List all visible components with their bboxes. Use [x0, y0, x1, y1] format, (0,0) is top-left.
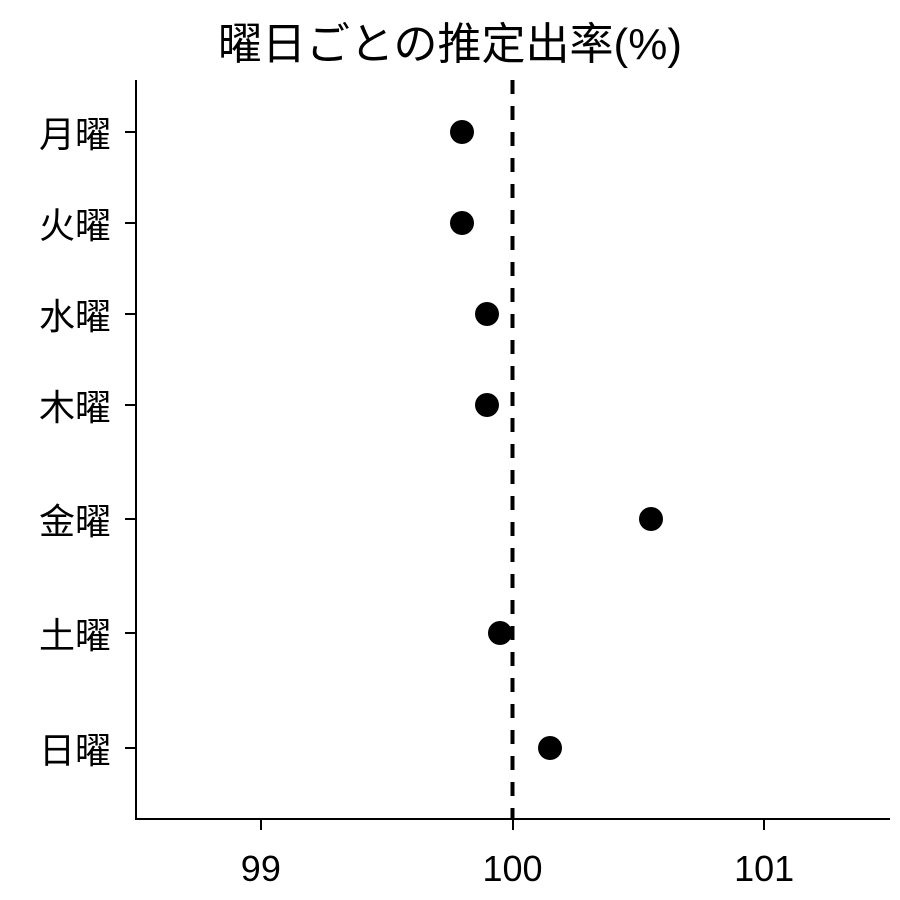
data-point — [475, 393, 499, 417]
y-tick-mark — [125, 131, 135, 133]
x-tick-label: 99 — [241, 848, 281, 890]
data-point — [538, 736, 562, 760]
data-point — [450, 120, 474, 144]
y-tick-mark — [125, 747, 135, 749]
chart-title: 曜日ごとの推定出率(%) — [0, 8, 900, 72]
y-tick-label: 木曜 — [0, 379, 111, 431]
y-tick-mark — [125, 313, 135, 315]
x-tick-mark — [763, 820, 765, 830]
y-axis-line — [135, 80, 137, 820]
y-tick-label: 火曜 — [0, 197, 111, 249]
y-tick-label: 水曜 — [0, 288, 111, 340]
x-tick-label: 100 — [482, 848, 542, 890]
data-point — [475, 302, 499, 326]
y-tick-mark — [125, 222, 135, 224]
data-point — [639, 507, 663, 531]
y-tick-mark — [125, 632, 135, 634]
x-tick-label: 101 — [734, 848, 794, 890]
y-tick-mark — [125, 404, 135, 406]
x-tick-mark — [512, 820, 514, 830]
y-tick-label: 日曜 — [0, 722, 111, 774]
chart-container: 曜日ごとの推定出率(%) 99100101月曜火曜水曜木曜金曜土曜日曜 — [0, 0, 900, 900]
data-point — [450, 211, 474, 235]
y-tick-label: 土曜 — [0, 607, 111, 659]
data-point — [488, 621, 512, 645]
plot-area: 99100101月曜火曜水曜木曜金曜土曜日曜 — [135, 80, 890, 820]
y-tick-label: 月曜 — [0, 106, 111, 158]
y-tick-label: 金曜 — [0, 493, 111, 545]
x-tick-mark — [260, 820, 262, 830]
reference-line — [135, 80, 890, 820]
y-tick-mark — [125, 518, 135, 520]
